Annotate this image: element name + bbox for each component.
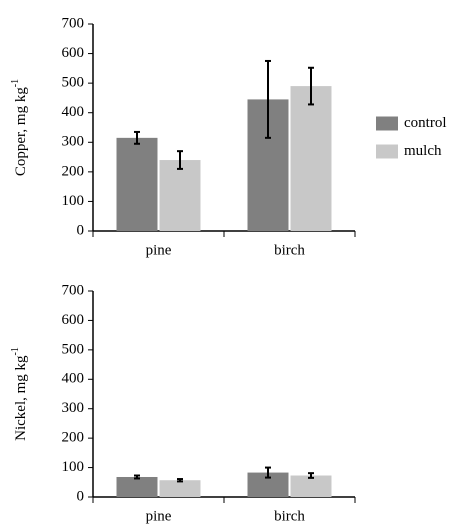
bar [159, 480, 201, 497]
y-tick-label: 400 [62, 104, 85, 120]
error-bar [308, 472, 314, 479]
y-tick-label: 0 [77, 488, 85, 504]
bar [290, 86, 332, 231]
bar [290, 475, 332, 497]
y-axis-label-sup: -1 [10, 79, 21, 87]
legend-label: control [404, 115, 447, 131]
x-tick-label: birch [274, 242, 305, 258]
bar [116, 137, 158, 231]
y-tick-label: 700 [62, 15, 85, 31]
y-axis-label: Nickel, mg kg-1 [10, 347, 29, 441]
error-bar [265, 59, 271, 139]
error-bar [134, 130, 140, 145]
legend-swatch [376, 144, 398, 159]
error-bar [265, 466, 271, 479]
legend-swatch [376, 116, 398, 131]
legend-label: mulch [404, 143, 442, 159]
y-axis-label-main: Nickel, mg kg [13, 355, 29, 441]
y-tick-label: 100 [62, 193, 85, 209]
y-tick-label: 0 [77, 222, 85, 238]
y-tick-label: 200 [62, 430, 85, 446]
y-axis-label-sup: -1 [10, 347, 21, 355]
y-tick-label: 100 [62, 459, 85, 475]
x-tick-label: pine [146, 242, 172, 258]
y-tick-label: 500 [62, 75, 85, 91]
y-tick-label: 600 [62, 312, 85, 328]
error-bar [177, 478, 183, 483]
error-bar [308, 66, 314, 106]
error-bar [177, 150, 183, 170]
error-bar [134, 474, 140, 480]
y-tick-label: 200 [62, 163, 85, 179]
y-tick-label: 700 [62, 282, 85, 298]
y-axis-label-main: Copper, mg kg [13, 87, 29, 176]
y-tick-label: 500 [62, 341, 85, 357]
y-tick-label: 300 [62, 134, 85, 150]
bar [116, 476, 158, 497]
y-tick-label: 300 [62, 400, 85, 416]
bar [159, 160, 201, 231]
x-tick-label: pine [146, 508, 172, 524]
y-tick-label: 600 [62, 45, 85, 61]
y-tick-label: 400 [62, 371, 85, 387]
y-axis-label: Copper, mg kg-1 [10, 79, 29, 176]
x-tick-label: birch [274, 508, 305, 524]
